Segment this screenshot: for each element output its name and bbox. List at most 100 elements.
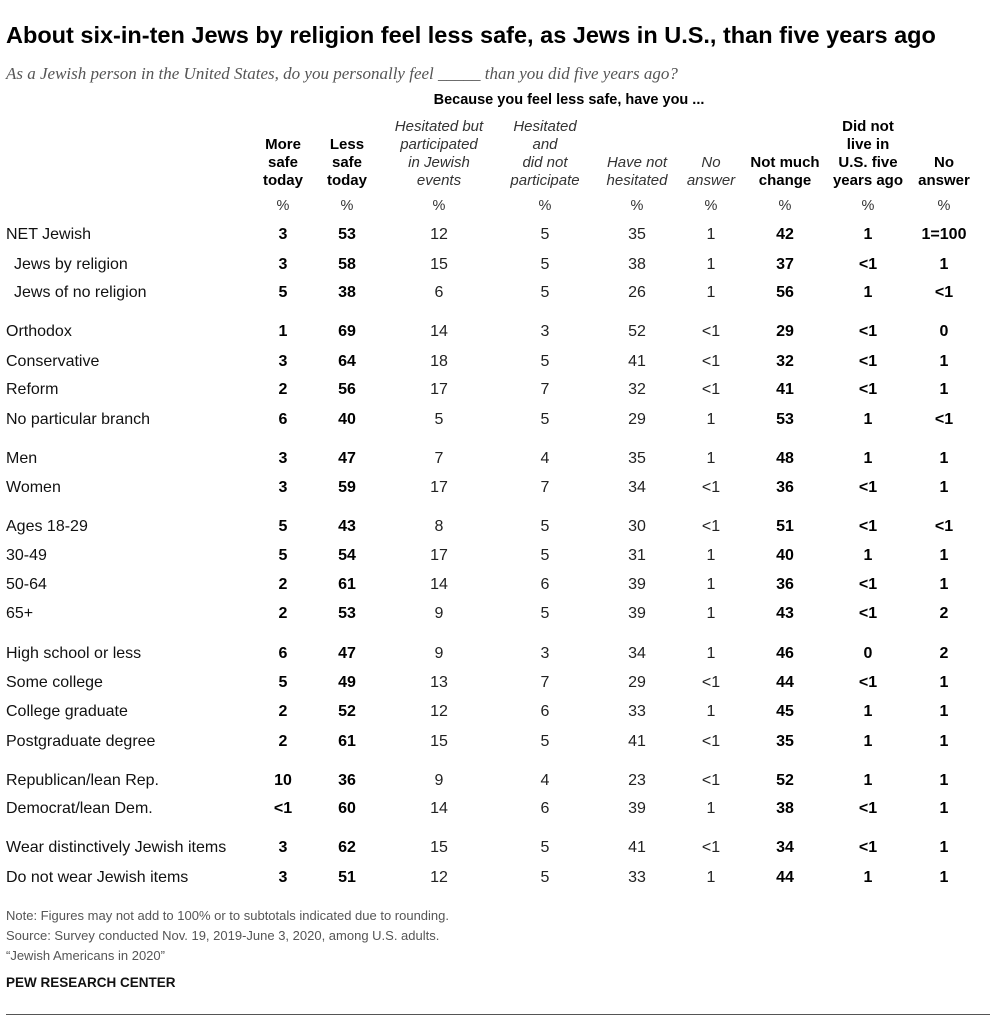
table-cell: 4 bbox=[540, 450, 550, 467]
table-cell: 41 bbox=[776, 381, 794, 398]
column-header-6: No answer bbox=[686, 154, 736, 189]
table-cell: 10 bbox=[274, 772, 292, 789]
table-cell: 1 bbox=[939, 733, 949, 750]
table-cell: 1 bbox=[863, 772, 873, 789]
table-cell: 53 bbox=[338, 605, 356, 622]
table-cell: 1 bbox=[706, 547, 716, 564]
table-cell: 30 bbox=[628, 518, 646, 535]
table-cell: 44 bbox=[776, 674, 794, 691]
table-cell: 9 bbox=[434, 605, 444, 622]
percent-unit-2: % bbox=[340, 198, 354, 214]
note-rounding: Note: Figures may not add to 100% or to … bbox=[6, 908, 449, 923]
table-cell: 5 bbox=[540, 353, 550, 370]
table-cell: 5 bbox=[278, 284, 288, 301]
row-label: Reform bbox=[6, 381, 59, 398]
table-cell: 35 bbox=[628, 226, 646, 243]
table-cell: 3 bbox=[278, 256, 288, 273]
table-cell: 51 bbox=[776, 518, 794, 535]
table-cell: <1 bbox=[858, 479, 878, 496]
table-cell: <1 bbox=[934, 284, 954, 301]
table-cell: 40 bbox=[776, 547, 794, 564]
table-cell: 56 bbox=[776, 284, 794, 301]
table-cell: 53 bbox=[776, 411, 794, 428]
table-cell: 9 bbox=[434, 645, 444, 662]
table-cell: 0 bbox=[863, 645, 873, 662]
row-label: Wear distinctively Jewish items bbox=[6, 839, 227, 856]
table-cell: 1 bbox=[939, 800, 949, 817]
group-header: Because you feel less safe, have you ... bbox=[433, 92, 705, 108]
table-cell: 52 bbox=[338, 703, 356, 720]
table-cell: 1 bbox=[939, 772, 949, 789]
table-cell: 6 bbox=[540, 576, 550, 593]
row-label: 50-64 bbox=[6, 576, 47, 593]
table-row: Orthodox 1 69 14 3 52 <1 29 <1 0 bbox=[0, 318, 996, 346]
column-header-4: Hesitated and did not participate bbox=[510, 118, 580, 189]
row-label: Some college bbox=[6, 674, 103, 691]
table-cell: 40 bbox=[338, 411, 356, 428]
table-row: 30-49 5 54 17 5 31 1 40 1 1 bbox=[0, 542, 996, 570]
table-cell: 5 bbox=[278, 518, 288, 535]
table-cell: 6 bbox=[540, 703, 550, 720]
percent-unit-7: % bbox=[778, 198, 792, 214]
table-cell: 58 bbox=[338, 256, 356, 273]
note-report: “Jewish Americans in 2020” bbox=[6, 948, 165, 963]
percent-unit-6: % bbox=[704, 198, 718, 214]
table-cell: 34 bbox=[628, 479, 646, 496]
table-cell: 6 bbox=[434, 284, 444, 301]
table-cell: <1 bbox=[701, 323, 721, 340]
table-cell: 17 bbox=[430, 547, 448, 564]
table-cell: 5 bbox=[540, 547, 550, 564]
table-cell: 7 bbox=[540, 674, 550, 691]
table-cell: 12 bbox=[430, 869, 448, 886]
table-cell: 5 bbox=[540, 226, 550, 243]
table-cell: 1 bbox=[939, 450, 949, 467]
table-cell: 32 bbox=[628, 381, 646, 398]
row-label: Democrat/lean Dem. bbox=[6, 800, 153, 817]
table-cell: 48 bbox=[776, 450, 794, 467]
table-cell: 18 bbox=[430, 353, 448, 370]
row-label: Postgraduate degree bbox=[6, 733, 156, 750]
table-cell: 15 bbox=[430, 733, 448, 750]
table-cell: 7 bbox=[540, 381, 550, 398]
table-cell: 38 bbox=[628, 256, 646, 273]
table-cell: 0 bbox=[939, 323, 949, 340]
table-cell: 8 bbox=[434, 518, 444, 535]
table-cell: 29 bbox=[776, 323, 794, 340]
table-row: Democrat/lean Dem. <1 60 14 6 39 1 38 <1 1 bbox=[0, 795, 996, 823]
percent-unit-8: % bbox=[861, 198, 875, 214]
row-label: NET Jewish bbox=[6, 226, 92, 243]
table-cell: 46 bbox=[776, 645, 794, 662]
table-cell: 5 bbox=[540, 839, 550, 856]
table-cell: 1 bbox=[863, 733, 873, 750]
table-cell: 6 bbox=[278, 411, 288, 428]
table-cell: 7 bbox=[434, 450, 444, 467]
table-cell: 32 bbox=[776, 353, 794, 370]
table-cell: 29 bbox=[628, 674, 646, 691]
table-cell: <1 bbox=[858, 800, 878, 817]
row-label: No particular branch bbox=[6, 411, 151, 428]
table-cell: 1 bbox=[939, 674, 949, 691]
table-cell: 39 bbox=[628, 800, 646, 817]
chart-title: About six-in-ten Jews by religion feel l… bbox=[6, 22, 936, 48]
table-cell: <1 bbox=[701, 674, 721, 691]
note-source: Source: Survey conducted Nov. 19, 2019-J… bbox=[6, 928, 440, 943]
table-cell: 5 bbox=[540, 411, 550, 428]
table-cell: 36 bbox=[776, 479, 794, 496]
table-cell: 47 bbox=[338, 450, 356, 467]
table-cell: 1 bbox=[706, 869, 716, 886]
table-cell: 1 bbox=[863, 547, 873, 564]
table-cell: 1 bbox=[863, 284, 873, 301]
row-label: Jews of no religion bbox=[14, 284, 147, 301]
table-cell: 41 bbox=[628, 733, 646, 750]
table-cell: 59 bbox=[338, 479, 356, 496]
table-cell: 23 bbox=[628, 772, 646, 789]
table-cell: 1=100 bbox=[921, 226, 967, 243]
table-cell: <1 bbox=[858, 839, 878, 856]
table-row: Postgraduate degree 2 61 15 5 41 <1 35 1 1 bbox=[0, 728, 996, 756]
table-cell: 61 bbox=[338, 576, 356, 593]
table-row: 65+ 2 53 9 5 39 1 43 <1 2 bbox=[0, 600, 996, 628]
table-cell: 52 bbox=[776, 772, 794, 789]
table-row: Jews by religion 3 58 15 5 38 1 37 <1 1 bbox=[0, 251, 996, 279]
column-header-3: Hesitated but participated in Jewish eve… bbox=[394, 118, 484, 189]
table-cell: 3 bbox=[278, 479, 288, 496]
